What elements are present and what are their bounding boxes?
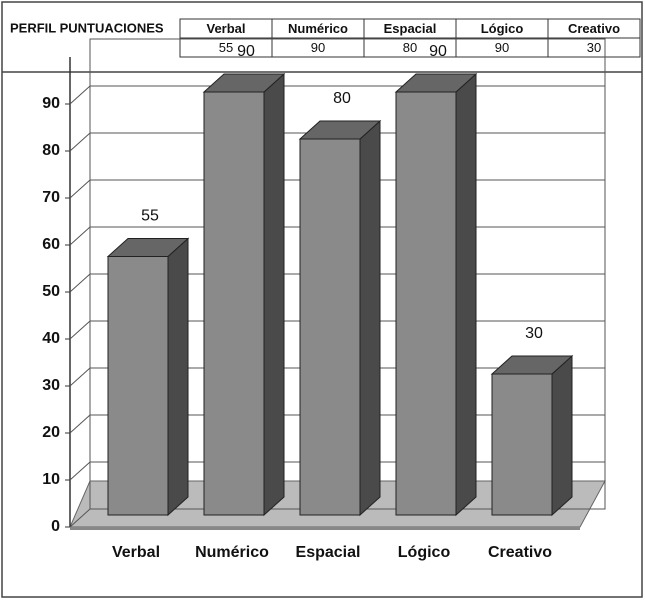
- bar-face: [359, 119, 381, 517]
- y-tick-label: 80: [42, 142, 60, 159]
- floor-front: [70, 527, 580, 530]
- x-tick-label: Espacial: [296, 544, 361, 561]
- bar: [394, 72, 478, 517]
- y-tick-label: 30: [42, 377, 60, 394]
- bar-face: [106, 238, 190, 257]
- bar-face: [299, 138, 361, 516]
- table-header: Espacial: [384, 21, 437, 36]
- bar-face: [107, 256, 169, 516]
- table-header: Lógico: [481, 21, 524, 36]
- bar-face: [491, 373, 553, 516]
- table-title: PERFIL PUNTUACIONES: [10, 20, 164, 35]
- x-tick-label: Creativo: [488, 544, 552, 561]
- table-value: 55: [219, 40, 233, 55]
- table-value: 90: [311, 40, 325, 55]
- table-header: Numérico: [288, 21, 348, 36]
- bar-face: [490, 355, 574, 375]
- data-label: 90: [429, 43, 447, 60]
- bar-face: [298, 120, 382, 140]
- x-tick-label: Lógico: [398, 544, 451, 561]
- bar-face: [203, 91, 265, 516]
- table-header: Verbal: [206, 21, 245, 36]
- y-tick-label: 90: [42, 95, 60, 112]
- bar: [106, 237, 190, 517]
- y-tick-label: 20: [42, 424, 60, 441]
- bar-face: [551, 354, 573, 517]
- bar-face: [395, 91, 457, 516]
- data-label: 90: [237, 43, 255, 60]
- y-tick-label: 0: [51, 518, 60, 535]
- bar: [298, 119, 382, 517]
- table-cell: [547, 37, 641, 58]
- y-tick-label: 60: [42, 236, 60, 253]
- y-tick-label: 40: [42, 330, 60, 347]
- table-value: 30: [587, 40, 601, 55]
- table-value: 80: [403, 40, 417, 55]
- y-tick-label: 50: [42, 283, 60, 300]
- bar-face: [455, 72, 477, 517]
- bar-face: [263, 72, 285, 517]
- y-tick-label: 10: [42, 471, 60, 488]
- bar-face: [202, 73, 286, 93]
- x-tick-label: Numérico: [195, 544, 269, 561]
- table-value: 90: [495, 40, 509, 55]
- bar: [490, 354, 574, 517]
- bar: [202, 72, 286, 517]
- table-header: Creativo: [568, 21, 620, 36]
- data-label: 55: [141, 208, 159, 225]
- bar-face: [167, 237, 189, 517]
- data-label: 80: [333, 90, 351, 107]
- data-label: 30: [525, 325, 543, 342]
- y-tick-label: 70: [42, 189, 60, 206]
- x-tick-label: Verbal: [112, 544, 160, 561]
- bar-face: [394, 73, 478, 93]
